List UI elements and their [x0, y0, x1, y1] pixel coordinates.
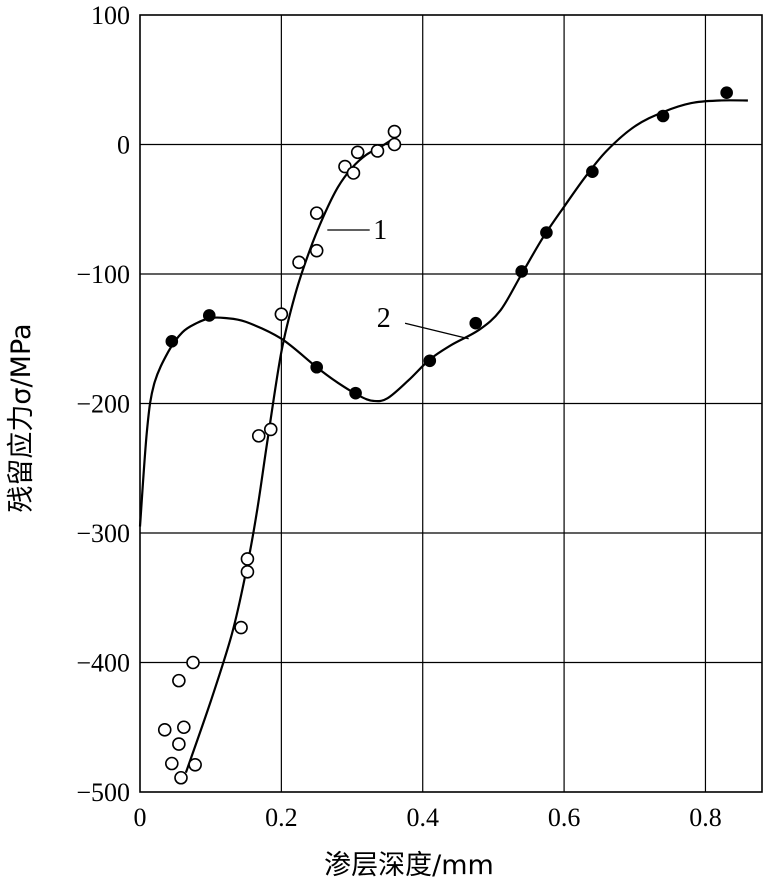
series-1-point	[174, 770, 188, 785]
series-1-label: 1	[373, 215, 387, 246]
series-1-point	[387, 137, 402, 152]
series-1-curve	[184, 137, 396, 773]
grid	[140, 15, 762, 792]
plot-frame	[139, 14, 763, 793]
series-2-point	[515, 265, 528, 278]
series-2-point	[656, 109, 670, 123]
series-1-point	[172, 737, 186, 751]
series-1-point	[251, 429, 266, 443]
series-1-point	[309, 206, 324, 220]
axes	[139, 14, 763, 793]
annotations: 1 2	[327, 215, 469, 340]
series-1-point	[165, 756, 179, 771]
x-tick-label: 0.8	[689, 803, 722, 832]
series-2-point	[469, 316, 483, 330]
series-1-point	[240, 565, 255, 579]
series-2-leader-line	[404, 322, 469, 340]
series-1-point	[292, 255, 306, 270]
series-2-point	[349, 386, 362, 400]
y-tick-labels: 100 0 −100 −200 −300 −400 −500	[76, 1, 130, 807]
series-2-point	[310, 360, 324, 374]
series-1-point	[172, 673, 186, 688]
y-tick-label: −400	[76, 649, 130, 678]
y-tick-label: −500	[76, 778, 130, 807]
series-1-point	[263, 422, 278, 437]
data-points	[157, 86, 733, 785]
x-tick-label: 0	[134, 803, 147, 832]
series-1-point	[188, 758, 202, 772]
y-tick-label: −200	[76, 390, 130, 419]
y-tick-label: 0	[117, 131, 130, 160]
series-1-point	[234, 620, 248, 635]
y-tick-label: −100	[76, 260, 130, 289]
series-2-point	[586, 165, 599, 178]
series-1-point	[309, 243, 324, 258]
series-1-point	[346, 166, 361, 180]
series-2-curve	[138, 99, 748, 527]
series-2-point	[165, 335, 179, 348]
y-tick-label: 100	[91, 1, 130, 30]
series-1-point	[240, 552, 255, 566]
x-tick-label: 0.2	[265, 803, 298, 832]
series-2-label: 2	[377, 303, 391, 334]
series-1-point	[186, 655, 200, 670]
x-axis-label: 渗层深度/mm	[324, 850, 494, 881]
series-2-point	[540, 226, 553, 239]
series-2-point	[202, 309, 216, 322]
series-2-point	[423, 354, 437, 368]
x-tick-label: 0.4	[406, 803, 439, 832]
series-curves	[138, 99, 748, 773]
series-1-point	[157, 723, 172, 737]
x-tick-label: 0.6	[548, 803, 581, 832]
y-tick-label: −300	[76, 519, 130, 548]
series-1-point	[387, 124, 402, 139]
series-1-point	[274, 307, 289, 321]
y-axis-label: 残留应力σ/MPa	[6, 323, 37, 512]
series-1-point	[177, 720, 191, 735]
series-2-point	[720, 86, 733, 99]
series-1-point	[350, 145, 365, 160]
series-1-point	[370, 144, 385, 158]
x-tick-labels: 0 0.2 0.4 0.6 0.8	[134, 803, 722, 832]
